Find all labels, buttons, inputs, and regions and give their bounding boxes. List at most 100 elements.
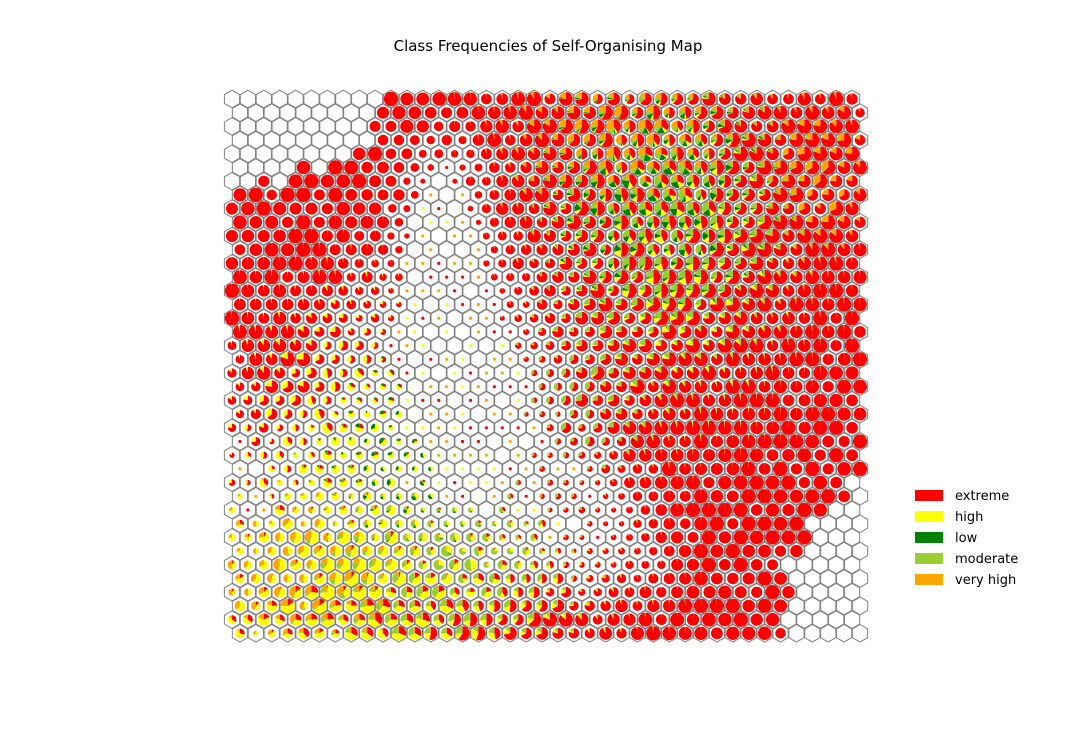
som-pie-slice-extreme [645, 175, 652, 184]
som-pie-slice-low [599, 219, 606, 225]
som-pie-slice-extreme [559, 92, 573, 106]
som-cell [359, 103, 376, 123]
som-pie-slice-very-high [712, 133, 717, 141]
som-pie-slice-very-high [560, 147, 566, 154]
som-pie-slice-high [814, 231, 821, 236]
som-pie-slice-low [624, 99, 630, 102]
som-pie-slice-low [582, 245, 590, 250]
som-pie-slice-high [582, 249, 590, 252]
som-pie-slice-very-high [633, 187, 638, 195]
som-pie-slice-extreme [661, 201, 669, 214]
som-cell-dot [468, 234, 473, 238]
som-cell-dot [476, 302, 481, 307]
som-pie-slice-very-high [537, 106, 543, 113]
som-pie-slice-moderate [830, 121, 837, 127]
som-pie-slice-extreme [798, 174, 811, 188]
som-pie-slice-high [798, 231, 805, 236]
som-pie-slice-low [767, 121, 773, 127]
som-pie-slice-high [485, 93, 487, 99]
som-cell-dot [500, 344, 504, 348]
som-pie-slice-extreme [838, 189, 850, 201]
som-pie-slice-low [687, 208, 695, 216]
som-cell [223, 171, 241, 191]
som-pie-slice-extreme [773, 187, 788, 203]
som-pie-slice-high [701, 140, 706, 147]
som-pie-slice-very-high [509, 189, 511, 195]
som-pie-slice-low [626, 153, 631, 160]
som-pie-slice-moderate [622, 175, 630, 182]
som-pie-slice-extreme [542, 119, 558, 134]
som-pie-slice-very-high [530, 147, 535, 154]
som-pie-slice-extreme [661, 174, 669, 186]
som-pie-slice-low [750, 207, 757, 210]
som-pie-slice-high [568, 140, 574, 145]
som-pie-slice-moderate [735, 228, 741, 236]
som-pie-slice-high [767, 181, 773, 185]
som-pie-slice-low [553, 107, 558, 113]
som-pie-slice-extreme [385, 175, 397, 187]
som-pie-slice-low [814, 181, 821, 186]
som-pie-slice-extreme [585, 133, 597, 147]
som-pie-slice-extreme [404, 233, 410, 239]
som-pie-slice-moderate [789, 137, 797, 141]
som-pie-slice-extreme [512, 202, 525, 215]
som-pie-slice-low [599, 167, 606, 175]
som-pie-slice-low [477, 163, 479, 168]
som-pie-slice-very-high [593, 201, 598, 209]
som-pie-slice-high [767, 149, 773, 154]
som-pie-slice-extreme [471, 105, 486, 120]
som-pie-slice-high [650, 112, 654, 120]
som-pie-slice-low [718, 179, 725, 186]
som-pie-slice-moderate [662, 163, 670, 171]
som-pie-slice-extreme [234, 244, 246, 256]
som-pie-slice-low [577, 153, 582, 160]
som-pie-slice-low [515, 202, 519, 209]
som-pie-slice-low [837, 140, 845, 141]
som-pie-slice-high [358, 258, 360, 264]
som-cell [366, 89, 384, 109]
som-pie-slice-moderate [553, 190, 558, 195]
som-pie-slice-moderate [770, 93, 773, 99]
som-pie-slice-extreme [496, 93, 509, 105]
som-pie-slice-very-high [648, 188, 654, 195]
som-pie-slice-low [815, 230, 821, 236]
som-pie-slice-extreme [845, 229, 859, 243]
som-pie-slice-low [848, 203, 853, 209]
som-pie-slice-moderate [710, 188, 717, 195]
som-cell [247, 103, 264, 123]
som-pie-slice-extreme [465, 176, 476, 186]
som-pie-slice-low [855, 190, 861, 195]
som-pie-slice-extreme [383, 91, 399, 107]
som-cell-dot [476, 385, 481, 389]
som-pie-slice-moderate [500, 202, 503, 209]
som-pie-slice-moderate [484, 120, 487, 127]
som-pie-slice-extreme [487, 106, 501, 120]
som-pie-slice-very-high [771, 93, 773, 99]
som-pie-slice-extreme [467, 205, 474, 212]
som-pie-slice-moderate [631, 242, 638, 250]
som-pie-slice-low [791, 216, 797, 223]
som-pie-slice-very-high [700, 215, 702, 223]
som-pie-slice-low [798, 180, 805, 182]
som-pie-slice-low [789, 193, 797, 195]
som-pie-slice-moderate [590, 125, 598, 129]
som-pie-slice-extreme [266, 189, 277, 201]
som-pie-slice-high [822, 167, 829, 173]
som-pie-slice-very-high [706, 92, 709, 99]
som-pie-slice-moderate [695, 189, 702, 199]
som-pie-slice-extreme [629, 229, 637, 242]
som-pie-slice-moderate [797, 152, 805, 154]
som-pie-slice-moderate [695, 215, 702, 223]
som-pie-slice-moderate [725, 134, 733, 141]
som-pie-slice-extreme [583, 106, 597, 120]
som-pie-slice-moderate [567, 163, 574, 168]
som-pie-slice-moderate [677, 162, 686, 175]
som-pie-slice-extreme [527, 229, 541, 243]
som-cell [279, 103, 296, 123]
som-cell [327, 103, 344, 123]
som-pie-slice-low [647, 194, 657, 202]
som-pie-slice-low [710, 140, 717, 143]
som-pie-slice-very-high [599, 188, 606, 195]
som-pie-slice-low [774, 216, 781, 223]
